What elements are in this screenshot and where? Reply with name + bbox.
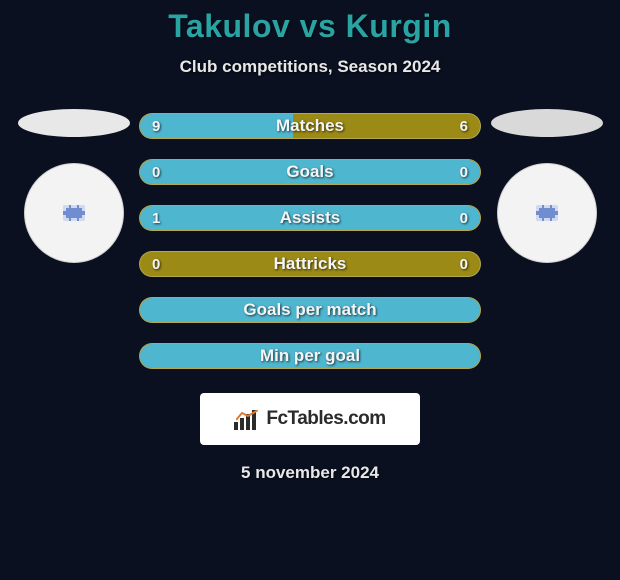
- player-left-badge: [24, 163, 124, 263]
- subtitle: Club competitions, Season 2024: [0, 57, 620, 77]
- placeholder-icon: [63, 205, 85, 221]
- date-label: 5 november 2024: [0, 463, 620, 483]
- bar-fill-left: [140, 298, 480, 322]
- stat-bar: Min per goal: [139, 343, 481, 369]
- placeholder-icon: [536, 205, 558, 221]
- bar-fill-left: [140, 206, 405, 230]
- stat-bar-value-right: 0: [460, 252, 468, 276]
- brand-chart-icon: [234, 408, 260, 430]
- brand-text: FcTables.com: [266, 408, 385, 430]
- comparison-widget: Takulov vs Kurgin Club competitions, Sea…: [0, 0, 620, 483]
- player-right-badge: [497, 163, 597, 263]
- stat-bar-value-right: 6: [460, 114, 468, 138]
- bar-fill-right: [140, 160, 480, 184]
- player-right-column: [489, 113, 604, 263]
- stat-bar-value-left: 0: [152, 252, 160, 276]
- page-title: Takulov vs Kurgin: [0, 8, 620, 45]
- player-left-marker: [18, 109, 130, 137]
- stat-bar: Goals per match: [139, 297, 481, 323]
- bar-fill-right: [140, 344, 480, 368]
- stat-bar: Goals00: [139, 159, 481, 185]
- stat-bar: Assists10: [139, 205, 481, 231]
- brand-box[interactable]: FcTables.com: [200, 393, 420, 445]
- bar-fill-left: [140, 114, 293, 138]
- stat-bar-label: Hattricks: [140, 252, 480, 276]
- bar-fill-right: [405, 206, 480, 230]
- stat-bars: Matches96 Goals00 Assists10 Hattricks0 0 Goal…: [139, 113, 481, 369]
- stat-bar: Hattricks0 0: [139, 251, 481, 277]
- stat-bar: Matches96: [139, 113, 481, 139]
- main-row: Matches96 Goals00 Assists10 Hattricks0 0 Goal…: [0, 113, 620, 369]
- player-right-marker: [491, 109, 603, 137]
- player-left-column: [16, 113, 131, 263]
